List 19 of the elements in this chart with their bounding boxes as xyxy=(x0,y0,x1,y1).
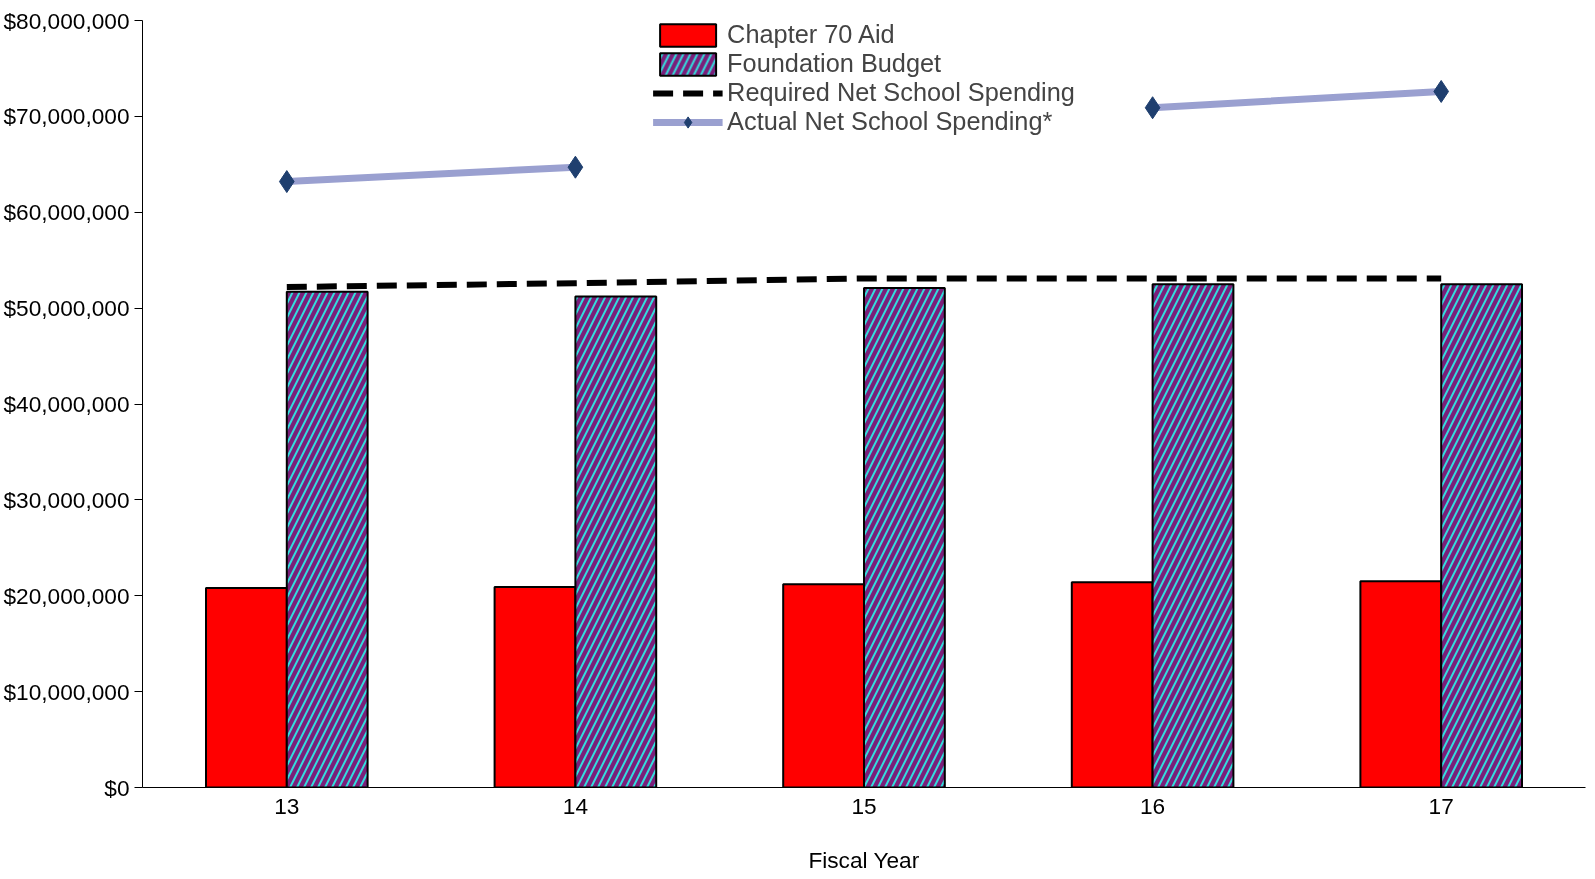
x-tick-label: 14 xyxy=(562,792,588,819)
y-tick-label: $30,000,000 xyxy=(3,486,130,513)
x-tick-label: 15 xyxy=(851,792,877,819)
y-tick-label: $80,000,000 xyxy=(3,7,130,34)
y-tick-label: $10,000,000 xyxy=(3,678,130,705)
x-axis-title: Fiscal Year xyxy=(808,846,920,873)
y-tick-label: $20,000,000 xyxy=(3,582,130,609)
y-tick-label: $40,000,000 xyxy=(3,391,130,417)
legend-label: Foundation Budget xyxy=(727,49,942,78)
x-tick-label: 17 xyxy=(1428,792,1454,819)
y-tick-label: $70,000,000 xyxy=(3,103,130,130)
legend-label: Chapter 70 Aid xyxy=(727,20,895,49)
legend-label: Required Net School Spending xyxy=(727,78,1075,107)
y-tick-label: $50,000,000 xyxy=(3,295,130,322)
legend-label: Actual Net School Spending* xyxy=(727,107,1053,136)
x-tick-label: 16 xyxy=(1140,792,1166,819)
y-tick-label: $60,000,000 xyxy=(3,199,130,226)
y-tick-label: $0 xyxy=(104,774,130,801)
x-tick-label: 13 xyxy=(274,792,300,819)
